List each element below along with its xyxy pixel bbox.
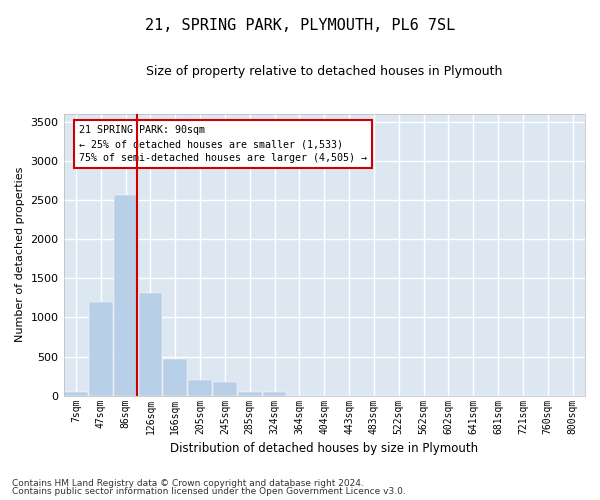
Bar bbox=[213, 382, 237, 396]
Y-axis label: Number of detached properties: Number of detached properties bbox=[15, 167, 25, 342]
Text: Contains public sector information licensed under the Open Government Licence v3: Contains public sector information licen… bbox=[12, 487, 406, 496]
Text: 21, SPRING PARK, PLYMOUTH, PL6 7SL: 21, SPRING PARK, PLYMOUTH, PL6 7SL bbox=[145, 18, 455, 32]
Bar bbox=[238, 392, 262, 396]
Bar bbox=[188, 380, 212, 396]
Bar bbox=[89, 302, 113, 396]
Text: Contains HM Land Registry data © Crown copyright and database right 2024.: Contains HM Land Registry data © Crown c… bbox=[12, 478, 364, 488]
X-axis label: Distribution of detached houses by size in Plymouth: Distribution of detached houses by size … bbox=[170, 442, 478, 455]
Bar bbox=[64, 392, 88, 396]
Title: Size of property relative to detached houses in Plymouth: Size of property relative to detached ho… bbox=[146, 65, 502, 78]
Text: 21 SPRING PARK: 90sqm
← 25% of detached houses are smaller (1,533)
75% of semi-d: 21 SPRING PARK: 90sqm ← 25% of detached … bbox=[79, 125, 367, 163]
Bar bbox=[139, 293, 162, 396]
Bar bbox=[114, 194, 137, 396]
Bar bbox=[163, 359, 187, 396]
Bar bbox=[263, 392, 286, 396]
